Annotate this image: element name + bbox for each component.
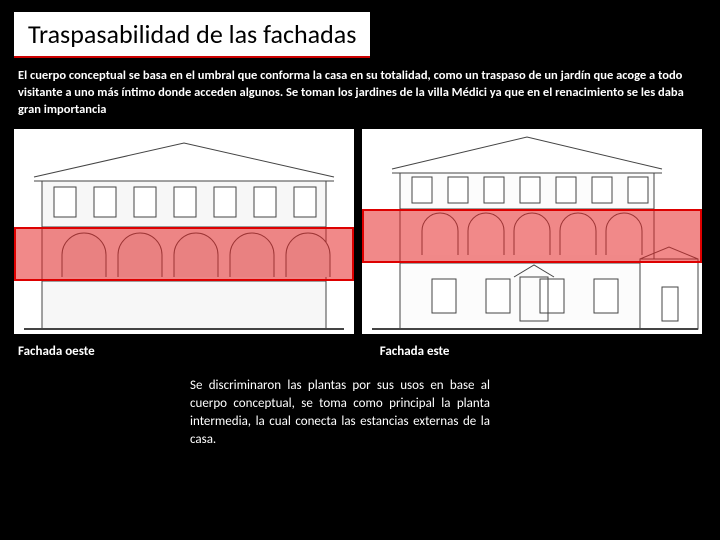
captions-row: Fachada oeste Fachada este (0, 334, 720, 359)
caption-west: Fachada oeste (18, 344, 360, 359)
title-container: Traspasabilidad de las fachadas (14, 12, 370, 58)
figure-west (14, 129, 354, 334)
intro-paragraph: El cuerpo conceptual se basa en el umbra… (0, 64, 720, 129)
figures-row (0, 129, 720, 334)
figure-east (362, 129, 702, 334)
highlight-band-east (362, 209, 702, 263)
page-title: Traspasabilidad de las fachadas (28, 18, 356, 50)
bottom-paragraph: Se discriminaron las plantas por sus uso… (190, 377, 490, 450)
highlight-band-west (14, 227, 354, 281)
caption-east: Fachada este (360, 344, 702, 359)
